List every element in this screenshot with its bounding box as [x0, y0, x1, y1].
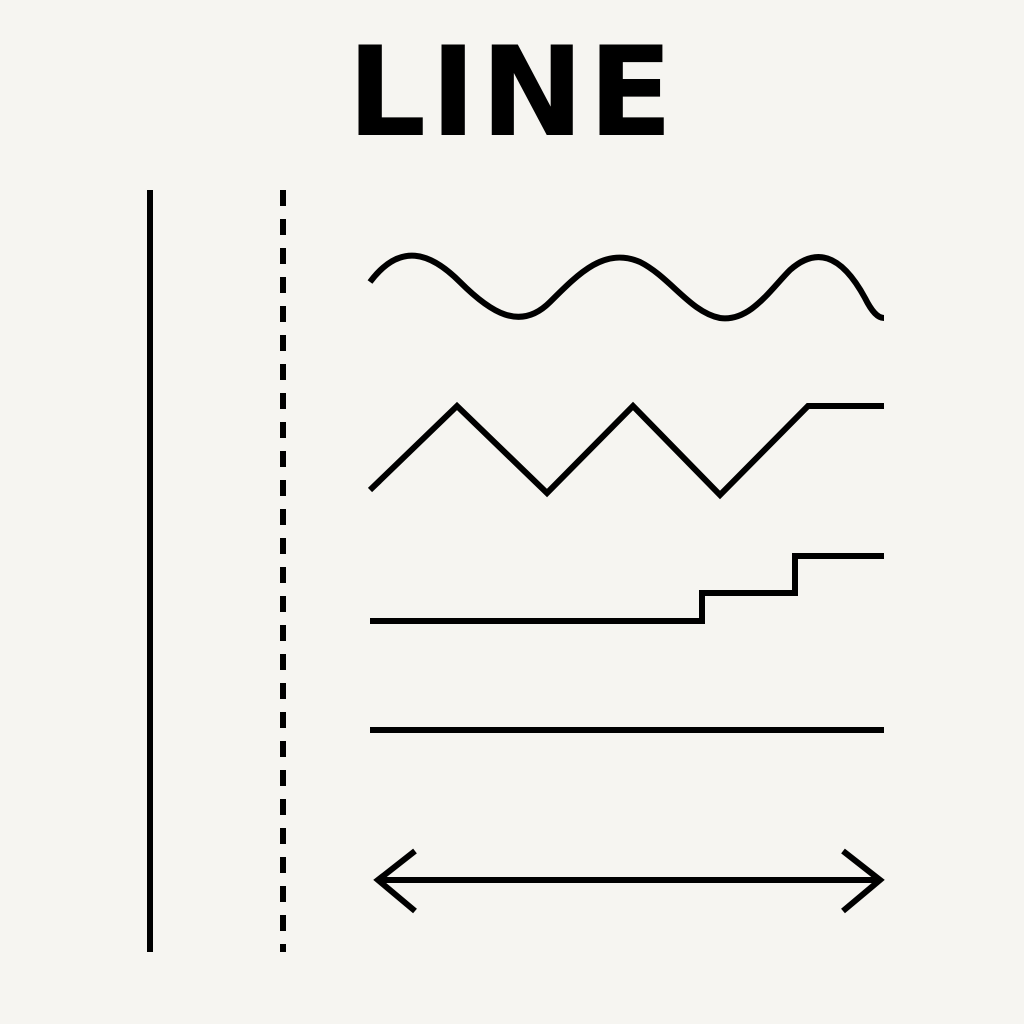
- double-headed-arrow: [373, 848, 885, 914]
- page-title: LINE: [347, 21, 677, 165]
- wavy-line: [367, 252, 885, 322]
- zigzag-line: [367, 401, 884, 500]
- left-arrowhead-icon: [373, 848, 417, 914]
- stepped-line: [370, 553, 884, 624]
- right-arrowhead-icon: [841, 848, 885, 914]
